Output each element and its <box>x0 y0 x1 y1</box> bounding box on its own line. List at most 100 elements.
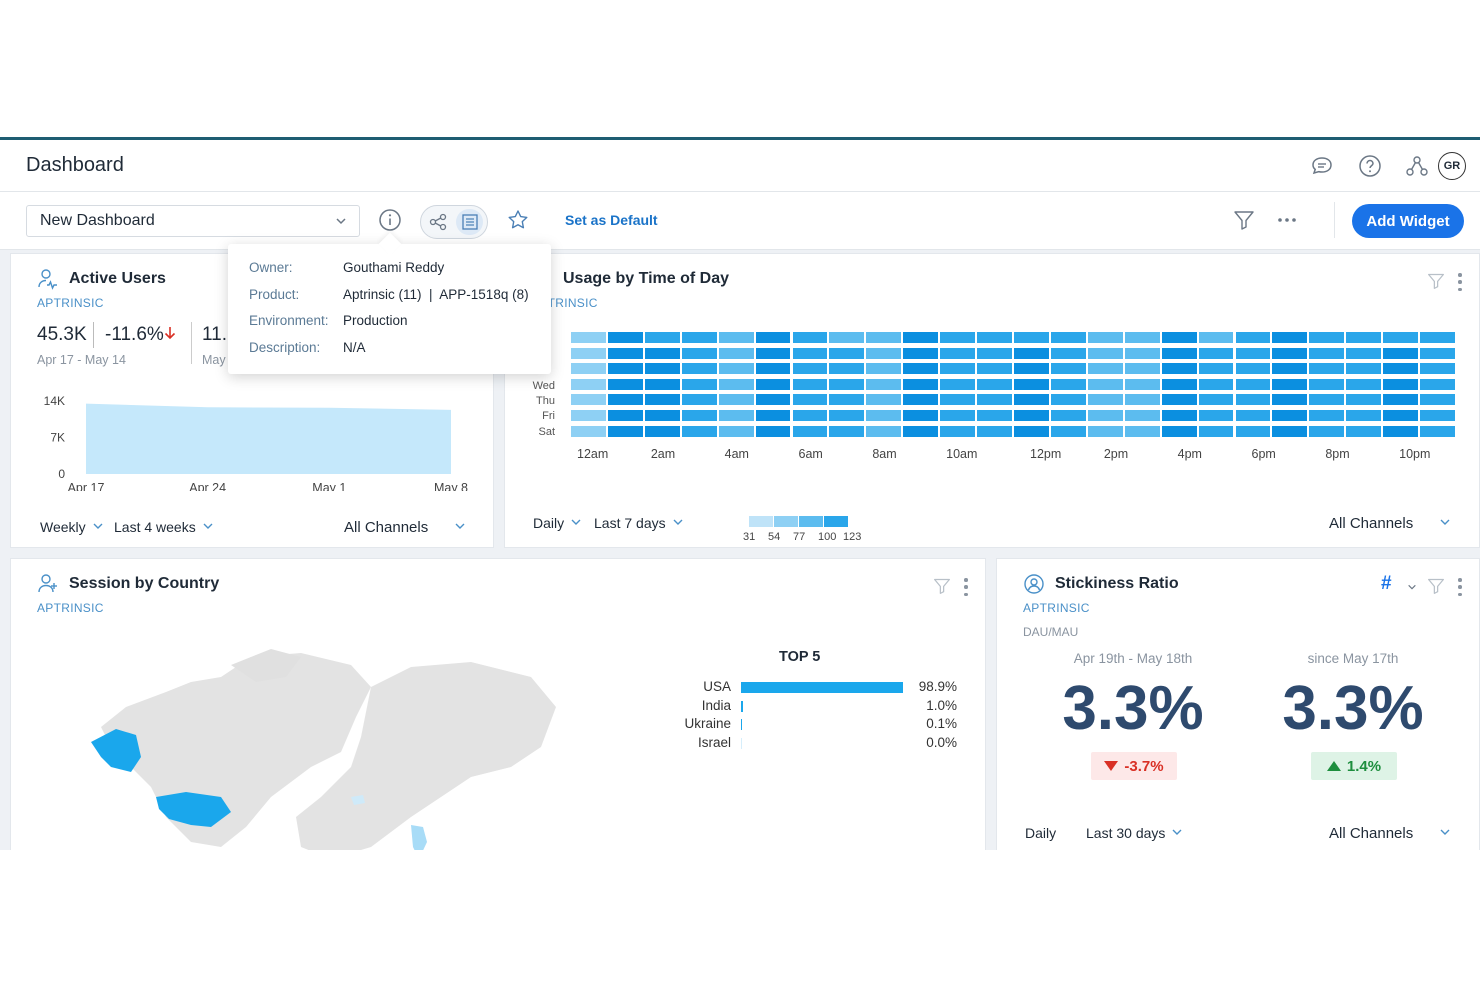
heatmap-cell[interactable] <box>829 410 865 421</box>
heatmap-cell[interactable] <box>607 347 643 359</box>
heatmap-cell[interactable] <box>866 378 902 390</box>
heatmap-cell[interactable] <box>1309 363 1345 375</box>
heatmap-cell[interactable] <box>1235 410 1271 421</box>
heatmap-cell[interactable] <box>1161 410 1197 421</box>
heatmap-cell[interactable] <box>644 332 680 343</box>
heatmap-cell[interactable] <box>1161 332 1197 343</box>
heatmap-cell[interactable] <box>792 378 828 390</box>
heatmap-cell[interactable] <box>718 332 754 343</box>
heatmap-cell[interactable] <box>1346 332 1382 343</box>
heatmap-cell[interactable] <box>644 347 680 359</box>
heatmap-cell[interactable] <box>1383 378 1419 390</box>
heatmap-cell[interactable] <box>1161 425 1197 437</box>
heatmap-cell[interactable] <box>1309 394 1345 406</box>
heatmap-cell[interactable] <box>1161 378 1197 390</box>
heatmap-cell[interactable] <box>977 332 1012 343</box>
heatmap-cell[interactable] <box>866 347 902 359</box>
heatmap-cell[interactable] <box>1235 347 1271 359</box>
add-widget-button[interactable]: Add Widget <box>1352 204 1464 238</box>
heatmap-cell[interactable] <box>644 410 680 421</box>
heatmap-cell[interactable] <box>755 425 791 437</box>
heatmap-cell[interactable] <box>1383 425 1419 437</box>
heatmap-cell[interactable] <box>1198 410 1234 421</box>
heatmap-cell[interactable] <box>681 378 717 390</box>
heatmap-cell[interactable] <box>1087 347 1123 359</box>
heatmap-cell[interactable] <box>940 394 976 406</box>
heatmap-cell[interactable] <box>1050 332 1086 343</box>
heatmap-cell[interactable] <box>681 347 717 359</box>
heatmap-cell[interactable] <box>1014 363 1049 375</box>
heatmap-cell[interactable] <box>607 394 643 406</box>
chevron-down-icon[interactable] <box>1407 579 1417 597</box>
heatmap-cell[interactable] <box>607 363 643 375</box>
heatmap-cell[interactable] <box>607 425 643 437</box>
heatmap-cell[interactable] <box>718 425 754 437</box>
heatmap-cell[interactable] <box>1346 410 1382 421</box>
range-dropdown[interactable]: Last 4 weeks <box>114 519 214 535</box>
heatmap-cell[interactable] <box>718 394 754 406</box>
heatmap-cell[interactable] <box>755 378 791 390</box>
heatmap-cell[interactable] <box>1050 347 1086 359</box>
heatmap-cell[interactable] <box>866 425 902 437</box>
heatmap-cell[interactable] <box>755 332 791 343</box>
more-vert-icon[interactable] <box>1458 578 1462 596</box>
heatmap-cell[interactable] <box>681 363 717 375</box>
country-bar[interactable] <box>741 700 743 712</box>
heatmap-cell[interactable] <box>644 425 680 437</box>
heatmap-cell[interactable] <box>940 425 976 437</box>
heatmap-cell[interactable] <box>1420 332 1455 343</box>
heatmap-cell[interactable] <box>1050 363 1086 375</box>
heatmap-cell[interactable] <box>1235 425 1271 437</box>
heatmap-cell[interactable] <box>1087 394 1123 406</box>
heatmap-cell[interactable] <box>1235 378 1271 390</box>
heatmap-cell[interactable] <box>829 378 865 390</box>
heatmap-cell[interactable] <box>940 347 976 359</box>
heatmap-cell[interactable] <box>1309 332 1345 343</box>
avatar[interactable]: GR <box>1438 152 1466 180</box>
chat-icon[interactable] <box>1308 152 1336 180</box>
heatmap-cell[interactable] <box>681 332 717 343</box>
heatmap-cell[interactable] <box>1014 425 1049 437</box>
dashboard-details-icon[interactable] <box>456 209 483 235</box>
heatmap-cell[interactable] <box>1087 378 1123 390</box>
heatmap-cell[interactable] <box>977 410 1012 421</box>
heatmap-cell[interactable] <box>1050 410 1086 421</box>
heatmap-cell[interactable] <box>1198 425 1234 437</box>
heatmap-cell[interactable] <box>1014 410 1049 421</box>
heatmap-cell[interactable] <box>1161 347 1197 359</box>
heatmap-cell[interactable] <box>977 394 1012 406</box>
heatmap-cell[interactable] <box>1235 332 1271 343</box>
heatmap-cell[interactable] <box>681 410 717 421</box>
channels-dropdown[interactable]: All Channels <box>344 519 466 536</box>
heatmap-cell[interactable] <box>1161 363 1197 375</box>
channels-dropdown[interactable]: All Channels <box>1329 515 1451 532</box>
heatmap-cell[interactable] <box>1050 425 1086 437</box>
heatmap-cell[interactable] <box>1346 425 1382 437</box>
heatmap-cell[interactable] <box>1420 425 1455 437</box>
share-nodes-icon[interactable] <box>1403 152 1431 180</box>
heatmap-cell[interactable] <box>1346 394 1382 406</box>
heatmap-cell[interactable] <box>903 378 939 390</box>
heatmap-cell[interactable] <box>1420 410 1455 421</box>
heatmap-cell[interactable] <box>1235 363 1271 375</box>
interval-dropdown[interactable]: Weekly <box>40 519 104 535</box>
heatmap-cell[interactable] <box>829 363 865 375</box>
heatmap-cell[interactable] <box>903 394 939 406</box>
filter-icon[interactable] <box>1427 272 1445 295</box>
heatmap-cell[interactable] <box>1050 394 1086 406</box>
heatmap-cell[interactable] <box>1124 410 1160 421</box>
heatmap-cell[interactable] <box>571 332 606 343</box>
heatmap-cell[interactable] <box>681 394 717 406</box>
heatmap-cell[interactable] <box>1198 347 1234 359</box>
heatmap-cell[interactable] <box>571 410 606 421</box>
heatmap-cell[interactable] <box>571 363 606 375</box>
heatmap-cell[interactable] <box>1014 347 1049 359</box>
heatmap-cell[interactable] <box>607 332 643 343</box>
heatmap-cell[interactable] <box>755 347 791 359</box>
heatmap-cell[interactable] <box>755 410 791 421</box>
heatmap-cell[interactable] <box>1161 394 1197 406</box>
heatmap-cell[interactable] <box>718 378 754 390</box>
heatmap-cell[interactable] <box>1272 410 1308 421</box>
heatmap-cell[interactable] <box>1309 410 1345 421</box>
heatmap-cell[interactable] <box>977 425 1012 437</box>
